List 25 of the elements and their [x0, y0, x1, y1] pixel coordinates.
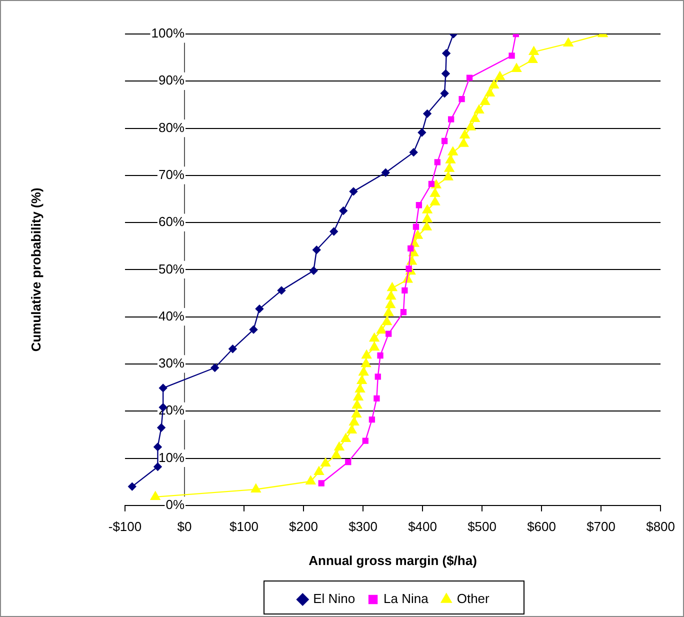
x-tick-label: $300 [348, 518, 378, 534]
y-tick-label: 70% [158, 167, 185, 182]
x-tick-label: $200 [289, 518, 318, 534]
y-axis-title: Cumulative probability (%) [28, 188, 44, 352]
x-tick-label: $700 [586, 518, 616, 534]
y-tick-label: 40% [158, 308, 185, 324]
y-tick-label: 60% [158, 214, 185, 230]
x-tick-label: $500 [468, 518, 496, 534]
x-tick-label: -$100 [108, 518, 142, 534]
y-tick-label: 100% [151, 26, 185, 41]
y-tick-label: 90% [158, 72, 185, 88]
legend-label: La Nina [384, 591, 430, 606]
x-tick-label: $800 [646, 518, 675, 534]
y-tick-label: 80% [158, 120, 185, 135]
legend-label: Other [456, 591, 490, 606]
x-axis-title: Annual gross margin ($/ha) [308, 552, 477, 568]
x-tick-label: $400 [408, 518, 437, 534]
y-tick-label: 30% [158, 356, 185, 371]
y-tick-label: 0% [166, 496, 185, 512]
y-tick-label: 50% [158, 261, 185, 276]
x-tick-label: $600 [527, 518, 556, 534]
legend-label: El Nino [313, 591, 356, 606]
y-tick-label: 10% [158, 450, 185, 465]
x-tick-label: $0 [177, 518, 192, 534]
x-tick-label: $100 [230, 518, 258, 534]
